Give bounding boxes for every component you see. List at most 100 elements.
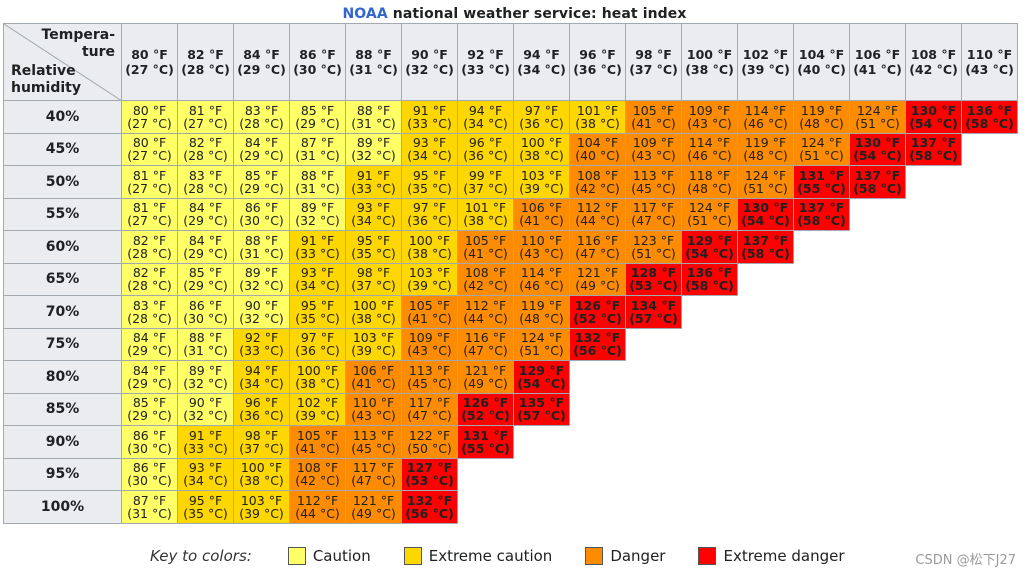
legend-title: Key to colors: bbox=[150, 547, 252, 565]
heat-index-cell: 91 °F (33 °C) bbox=[289, 230, 346, 264]
heat-index-cell: 86 °F (30 °C) bbox=[177, 295, 234, 329]
heat-index-cell: 106 °F (41 °C) bbox=[345, 360, 402, 394]
legend-swatch bbox=[585, 547, 604, 565]
cell-celsius: (45 °C) bbox=[407, 375, 452, 391]
cell-celsius: (32 °C) bbox=[183, 375, 228, 391]
column-header-celsius: (32 °C) bbox=[405, 62, 454, 77]
row-header-humidity: 85% bbox=[3, 392, 122, 426]
column-header: 80 °F (27 °C) bbox=[121, 23, 178, 101]
heat-index-cell: 114 °F (46 °C) bbox=[737, 100, 794, 134]
cell-fahrenheit: 109 °F bbox=[688, 102, 731, 118]
heat-index-cell: 130 °F (54 °C) bbox=[849, 132, 906, 166]
heat-index-cell: 86 °F (30 °C) bbox=[121, 457, 178, 491]
column-header: 100 °F (38 °C) bbox=[681, 23, 738, 101]
cell-fahrenheit: 112 °F bbox=[576, 200, 619, 216]
cell-celsius: (41 °C) bbox=[631, 115, 676, 131]
table-row: 40% 80 °F (27 °C) 81 °F (27 °C) 83 °F (28 °C) 8… bbox=[3, 100, 1018, 134]
row-header-humidity: 90% bbox=[3, 425, 122, 459]
heat-index-cell: 86 °F (30 °C) bbox=[233, 197, 290, 231]
column-header: 88 °F (31 °C) bbox=[345, 23, 402, 101]
cell-fahrenheit: 103 °F bbox=[408, 265, 451, 281]
cell-fahrenheit: 134 °F bbox=[630, 297, 677, 313]
cell-celsius: (35 °C) bbox=[351, 245, 396, 261]
empty-cell bbox=[458, 458, 1018, 491]
cell-fahrenheit: 92 °F bbox=[244, 330, 279, 346]
heat-index-cell: 97 °F (36 °C) bbox=[289, 327, 346, 361]
cell-celsius: (50 °C) bbox=[407, 440, 452, 456]
cell-celsius: (58 °C) bbox=[853, 180, 902, 196]
cell-celsius: (36 °C) bbox=[239, 408, 284, 424]
cell-fahrenheit: 114 °F bbox=[744, 102, 787, 118]
chart-title: NOAA national weather service: heat inde… bbox=[0, 6, 1029, 22]
heat-index-cell: 95 °F (35 °C) bbox=[177, 490, 234, 524]
row-header-humidity: 45% bbox=[3, 132, 122, 166]
heat-index-cell: 119 °F (48 °C) bbox=[513, 295, 570, 329]
cell-fahrenheit: 126 °F bbox=[462, 395, 509, 411]
legend-item: Caution bbox=[287, 547, 371, 565]
cell-fahrenheit: 86 °F bbox=[188, 297, 223, 313]
cell-celsius: (54 °C) bbox=[741, 213, 790, 229]
cell-celsius: (31 °C) bbox=[295, 180, 340, 196]
cell-fahrenheit: 114 °F bbox=[520, 265, 563, 281]
cell-celsius: (51 °C) bbox=[743, 180, 788, 196]
legend-swatch bbox=[287, 547, 306, 565]
heat-index-cell: 83 °F (28 °C) bbox=[233, 100, 290, 134]
cell-fahrenheit: 124 °F bbox=[688, 200, 731, 216]
heat-index-cell: 136 °F (58 °C) bbox=[961, 100, 1018, 134]
cell-fahrenheit: 117 °F bbox=[632, 200, 675, 216]
column-header-celsius: (37 °C) bbox=[629, 62, 678, 77]
row-header-humidity: 55% bbox=[3, 197, 122, 231]
heat-index-cell: 110 °F (43 °C) bbox=[513, 230, 570, 264]
heat-index-cell: 82 °F (28 °C) bbox=[121, 230, 178, 264]
cell-celsius: (51 °C) bbox=[799, 148, 844, 164]
heat-index-cell: 114 °F (46 °C) bbox=[513, 262, 570, 296]
cell-celsius: (38 °C) bbox=[519, 148, 564, 164]
cell-fahrenheit: 88 °F bbox=[188, 330, 223, 346]
cell-celsius: (29 °C) bbox=[183, 278, 228, 294]
header-row: Tempera- ture Relative humidity 80 °F (27… bbox=[3, 23, 1018, 101]
heat-index-cell: 93 °F (34 °C) bbox=[401, 132, 458, 166]
cell-celsius: (27 °C) bbox=[127, 180, 172, 196]
cell-fahrenheit: 101 °F bbox=[464, 200, 507, 216]
cell-celsius: (33 °C) bbox=[295, 245, 340, 261]
heat-index-cell: 112 °F (44 °C) bbox=[569, 197, 626, 231]
cell-celsius: (45 °C) bbox=[351, 440, 396, 456]
heat-index-cell: 108 °F (42 °C) bbox=[457, 262, 514, 296]
cell-celsius: (39 °C) bbox=[295, 408, 340, 424]
cell-celsius: (47 °C) bbox=[351, 473, 396, 489]
cell-fahrenheit: 119 °F bbox=[744, 135, 787, 151]
heat-index-cell: 81 °F (27 °C) bbox=[121, 197, 178, 231]
cell-celsius: (49 °C) bbox=[463, 375, 508, 391]
heat-index-cell: 124 °F (51 °C) bbox=[513, 327, 570, 361]
cell-celsius: (27 °C) bbox=[127, 213, 172, 229]
heat-index-cell: 96 °F (36 °C) bbox=[457, 132, 514, 166]
heat-index-cell: 122 °F (50 °C) bbox=[401, 425, 458, 459]
cell-fahrenheit: 119 °F bbox=[520, 297, 563, 313]
column-header-fahrenheit: 106 °F bbox=[854, 47, 901, 62]
cell-fahrenheit: 121 °F bbox=[352, 492, 395, 508]
heat-index-cell: 127 °F (53 °C) bbox=[401, 457, 458, 491]
cell-fahrenheit: 80 °F bbox=[132, 135, 167, 151]
heat-index-cell: 84 °F (29 °C) bbox=[233, 132, 290, 166]
cell-fahrenheit: 106 °F bbox=[352, 362, 395, 378]
cell-celsius: (41 °C) bbox=[351, 375, 396, 391]
cell-fahrenheit: 91 °F bbox=[412, 102, 447, 118]
heat-index-cell: 137 °F (58 °C) bbox=[849, 165, 906, 199]
heat-index-cell: 84 °F (29 °C) bbox=[177, 197, 234, 231]
cell-celsius: (29 °C) bbox=[295, 115, 340, 131]
cell-celsius: (58 °C) bbox=[965, 115, 1014, 131]
column-header: 82 °F (28 °C) bbox=[177, 23, 234, 101]
cell-celsius: (57 °C) bbox=[629, 310, 678, 326]
cell-fahrenheit: 108 °F bbox=[576, 167, 619, 183]
heat-index-cell: 89 °F (32 °C) bbox=[345, 132, 402, 166]
heat-index-cell: 108 °F (42 °C) bbox=[569, 165, 626, 199]
cell-celsius: (57 °C) bbox=[517, 408, 566, 424]
heat-index-cell: 103 °F (39 °C) bbox=[233, 490, 290, 524]
cell-celsius: (37 °C) bbox=[239, 440, 284, 456]
cell-fahrenheit: 84 °F bbox=[188, 200, 223, 216]
cell-fahrenheit: 90 °F bbox=[244, 297, 279, 313]
cell-celsius: (40 °C) bbox=[575, 148, 620, 164]
cell-fahrenheit: 90 °F bbox=[188, 395, 223, 411]
cell-celsius: (34 °C) bbox=[183, 473, 228, 489]
cell-fahrenheit: 100 °F bbox=[296, 362, 339, 378]
